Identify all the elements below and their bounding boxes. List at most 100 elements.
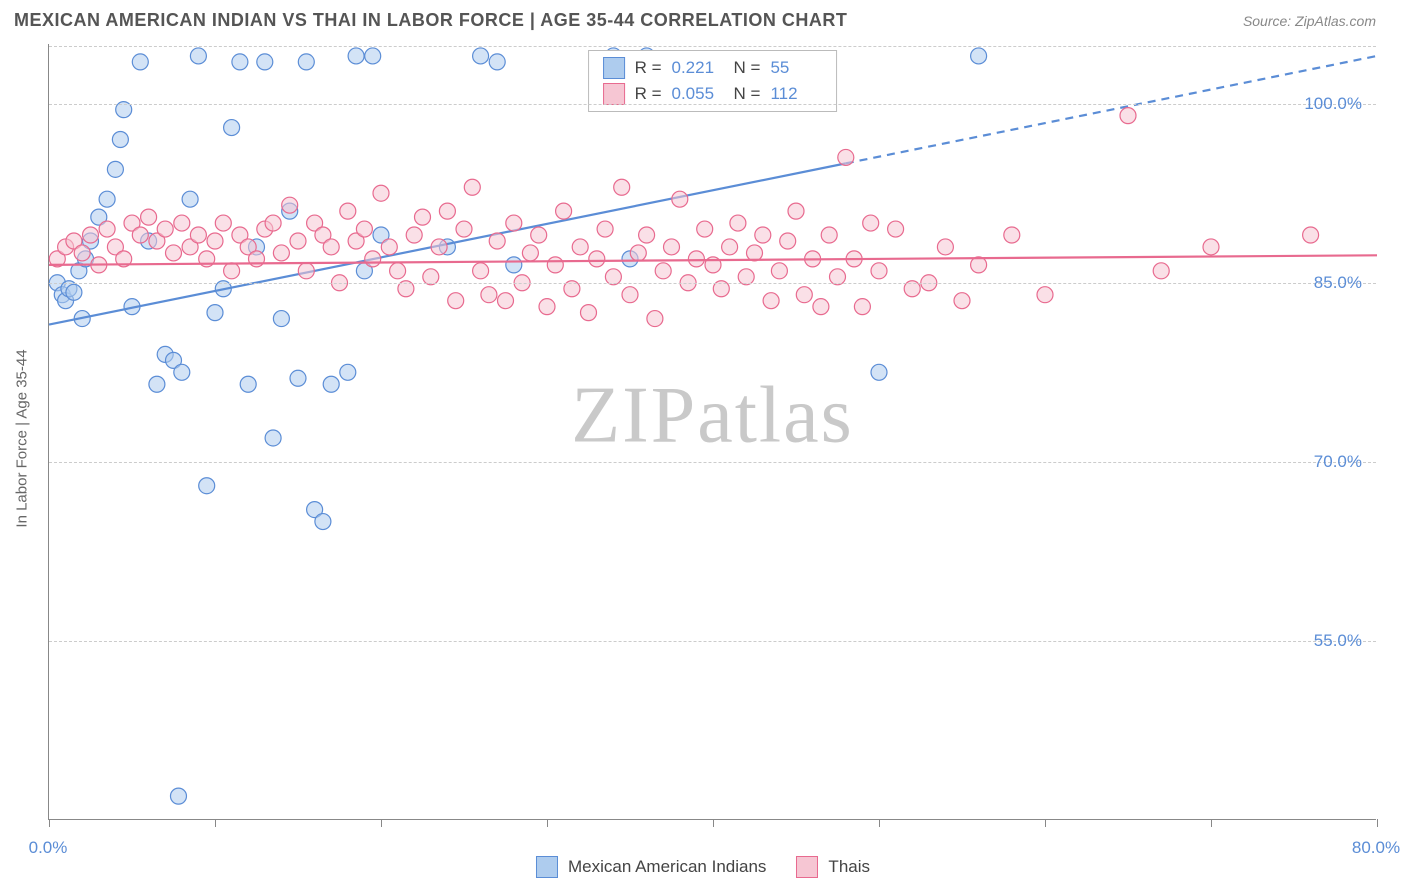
- gridline-h: [49, 462, 1376, 463]
- data-point: [112, 132, 128, 148]
- data-point: [232, 54, 248, 70]
- gridline-h: [49, 283, 1376, 284]
- legend-n-value-series1: 112: [770, 84, 822, 104]
- data-point: [464, 179, 480, 195]
- data-point: [730, 215, 746, 231]
- xtick: [1045, 819, 1046, 827]
- data-point: [265, 430, 281, 446]
- data-point: [547, 257, 563, 273]
- trend-line-extrapolated: [846, 56, 1377, 163]
- data-point: [688, 251, 704, 267]
- xtick-label: 80.0%: [1352, 838, 1400, 858]
- data-point: [481, 287, 497, 303]
- data-point: [66, 284, 82, 300]
- data-point: [556, 203, 572, 219]
- legend-swatch-bottom-series0: [536, 856, 558, 878]
- data-point: [838, 149, 854, 165]
- ytick-label: 100.0%: [1304, 94, 1362, 114]
- legend-r-label: R =: [635, 58, 662, 78]
- data-point: [240, 376, 256, 392]
- data-point: [132, 54, 148, 70]
- chart-title: MEXICAN AMERICAN INDIAN VS THAI IN LABOR…: [14, 10, 847, 31]
- data-point: [149, 376, 165, 392]
- data-point: [871, 364, 887, 380]
- data-point: [639, 227, 655, 243]
- data-point: [356, 221, 372, 237]
- data-point: [207, 233, 223, 249]
- data-point: [132, 227, 148, 243]
- legend-r-value-series0: 0.221: [672, 58, 724, 78]
- xtick: [713, 819, 714, 827]
- legend-label-series0: Mexican American Indians: [568, 857, 766, 877]
- ytick-label: 55.0%: [1314, 631, 1362, 651]
- data-point: [141, 209, 157, 225]
- data-point: [365, 251, 381, 267]
- data-point: [473, 48, 489, 64]
- data-point: [506, 215, 522, 231]
- data-point: [348, 48, 364, 64]
- data-point: [290, 370, 306, 386]
- data-point: [498, 293, 514, 309]
- data-point: [431, 239, 447, 255]
- data-point: [539, 299, 555, 315]
- legend-n-value-series0: 55: [770, 58, 822, 78]
- legend-label-series1: Thais: [828, 857, 870, 877]
- plot-area: ZIPatlas R = 0.221 N = 55 R = 0.055 N = …: [48, 44, 1376, 820]
- data-point: [622, 287, 638, 303]
- data-point: [190, 227, 206, 243]
- data-point: [771, 263, 787, 279]
- xtick: [879, 819, 880, 827]
- data-point: [99, 221, 115, 237]
- data-point: [215, 215, 231, 231]
- chart-svg: [49, 44, 1376, 819]
- data-point: [672, 191, 688, 207]
- data-point: [788, 203, 804, 219]
- data-point: [340, 203, 356, 219]
- data-point: [290, 233, 306, 249]
- data-point: [780, 233, 796, 249]
- data-point: [315, 514, 331, 530]
- data-point: [365, 48, 381, 64]
- data-point: [871, 263, 887, 279]
- data-point: [531, 227, 547, 243]
- data-point: [888, 221, 904, 237]
- data-point: [406, 227, 422, 243]
- data-point: [298, 54, 314, 70]
- data-point: [1004, 227, 1020, 243]
- data-point: [937, 239, 953, 255]
- xtick: [215, 819, 216, 827]
- data-point: [664, 239, 680, 255]
- data-point: [614, 179, 630, 195]
- data-point: [1037, 287, 1053, 303]
- data-point: [174, 215, 190, 231]
- legend-series: Mexican American Indians Thais: [528, 856, 878, 878]
- data-point: [265, 215, 281, 231]
- data-point: [282, 197, 298, 213]
- xtick-label: 0.0%: [29, 838, 68, 858]
- data-point: [1303, 227, 1319, 243]
- data-point: [273, 245, 289, 261]
- ytick-label: 70.0%: [1314, 452, 1362, 472]
- chart-source: Source: ZipAtlas.com: [1243, 13, 1376, 29]
- xtick: [49, 819, 50, 827]
- data-point: [390, 263, 406, 279]
- legend-correlation: R = 0.221 N = 55 R = 0.055 N = 112: [588, 50, 838, 112]
- data-point: [821, 227, 837, 243]
- data-point: [166, 245, 182, 261]
- data-point: [747, 245, 763, 261]
- legend-n-label: N =: [734, 84, 761, 104]
- y-axis-title: In Labor Force | Age 35-44: [14, 349, 31, 527]
- data-point: [473, 263, 489, 279]
- data-point: [170, 788, 186, 804]
- data-point: [174, 364, 190, 380]
- legend-swatch-bottom-series1: [796, 856, 818, 878]
- chart-header: MEXICAN AMERICAN INDIAN VS THAI IN LABOR…: [0, 0, 1406, 37]
- gridline-h: [49, 46, 1376, 47]
- data-point: [224, 120, 240, 136]
- data-point: [572, 239, 588, 255]
- xtick: [381, 819, 382, 827]
- ytick-label: 85.0%: [1314, 273, 1362, 293]
- data-point: [190, 48, 206, 64]
- data-point: [323, 239, 339, 255]
- data-point: [581, 305, 597, 321]
